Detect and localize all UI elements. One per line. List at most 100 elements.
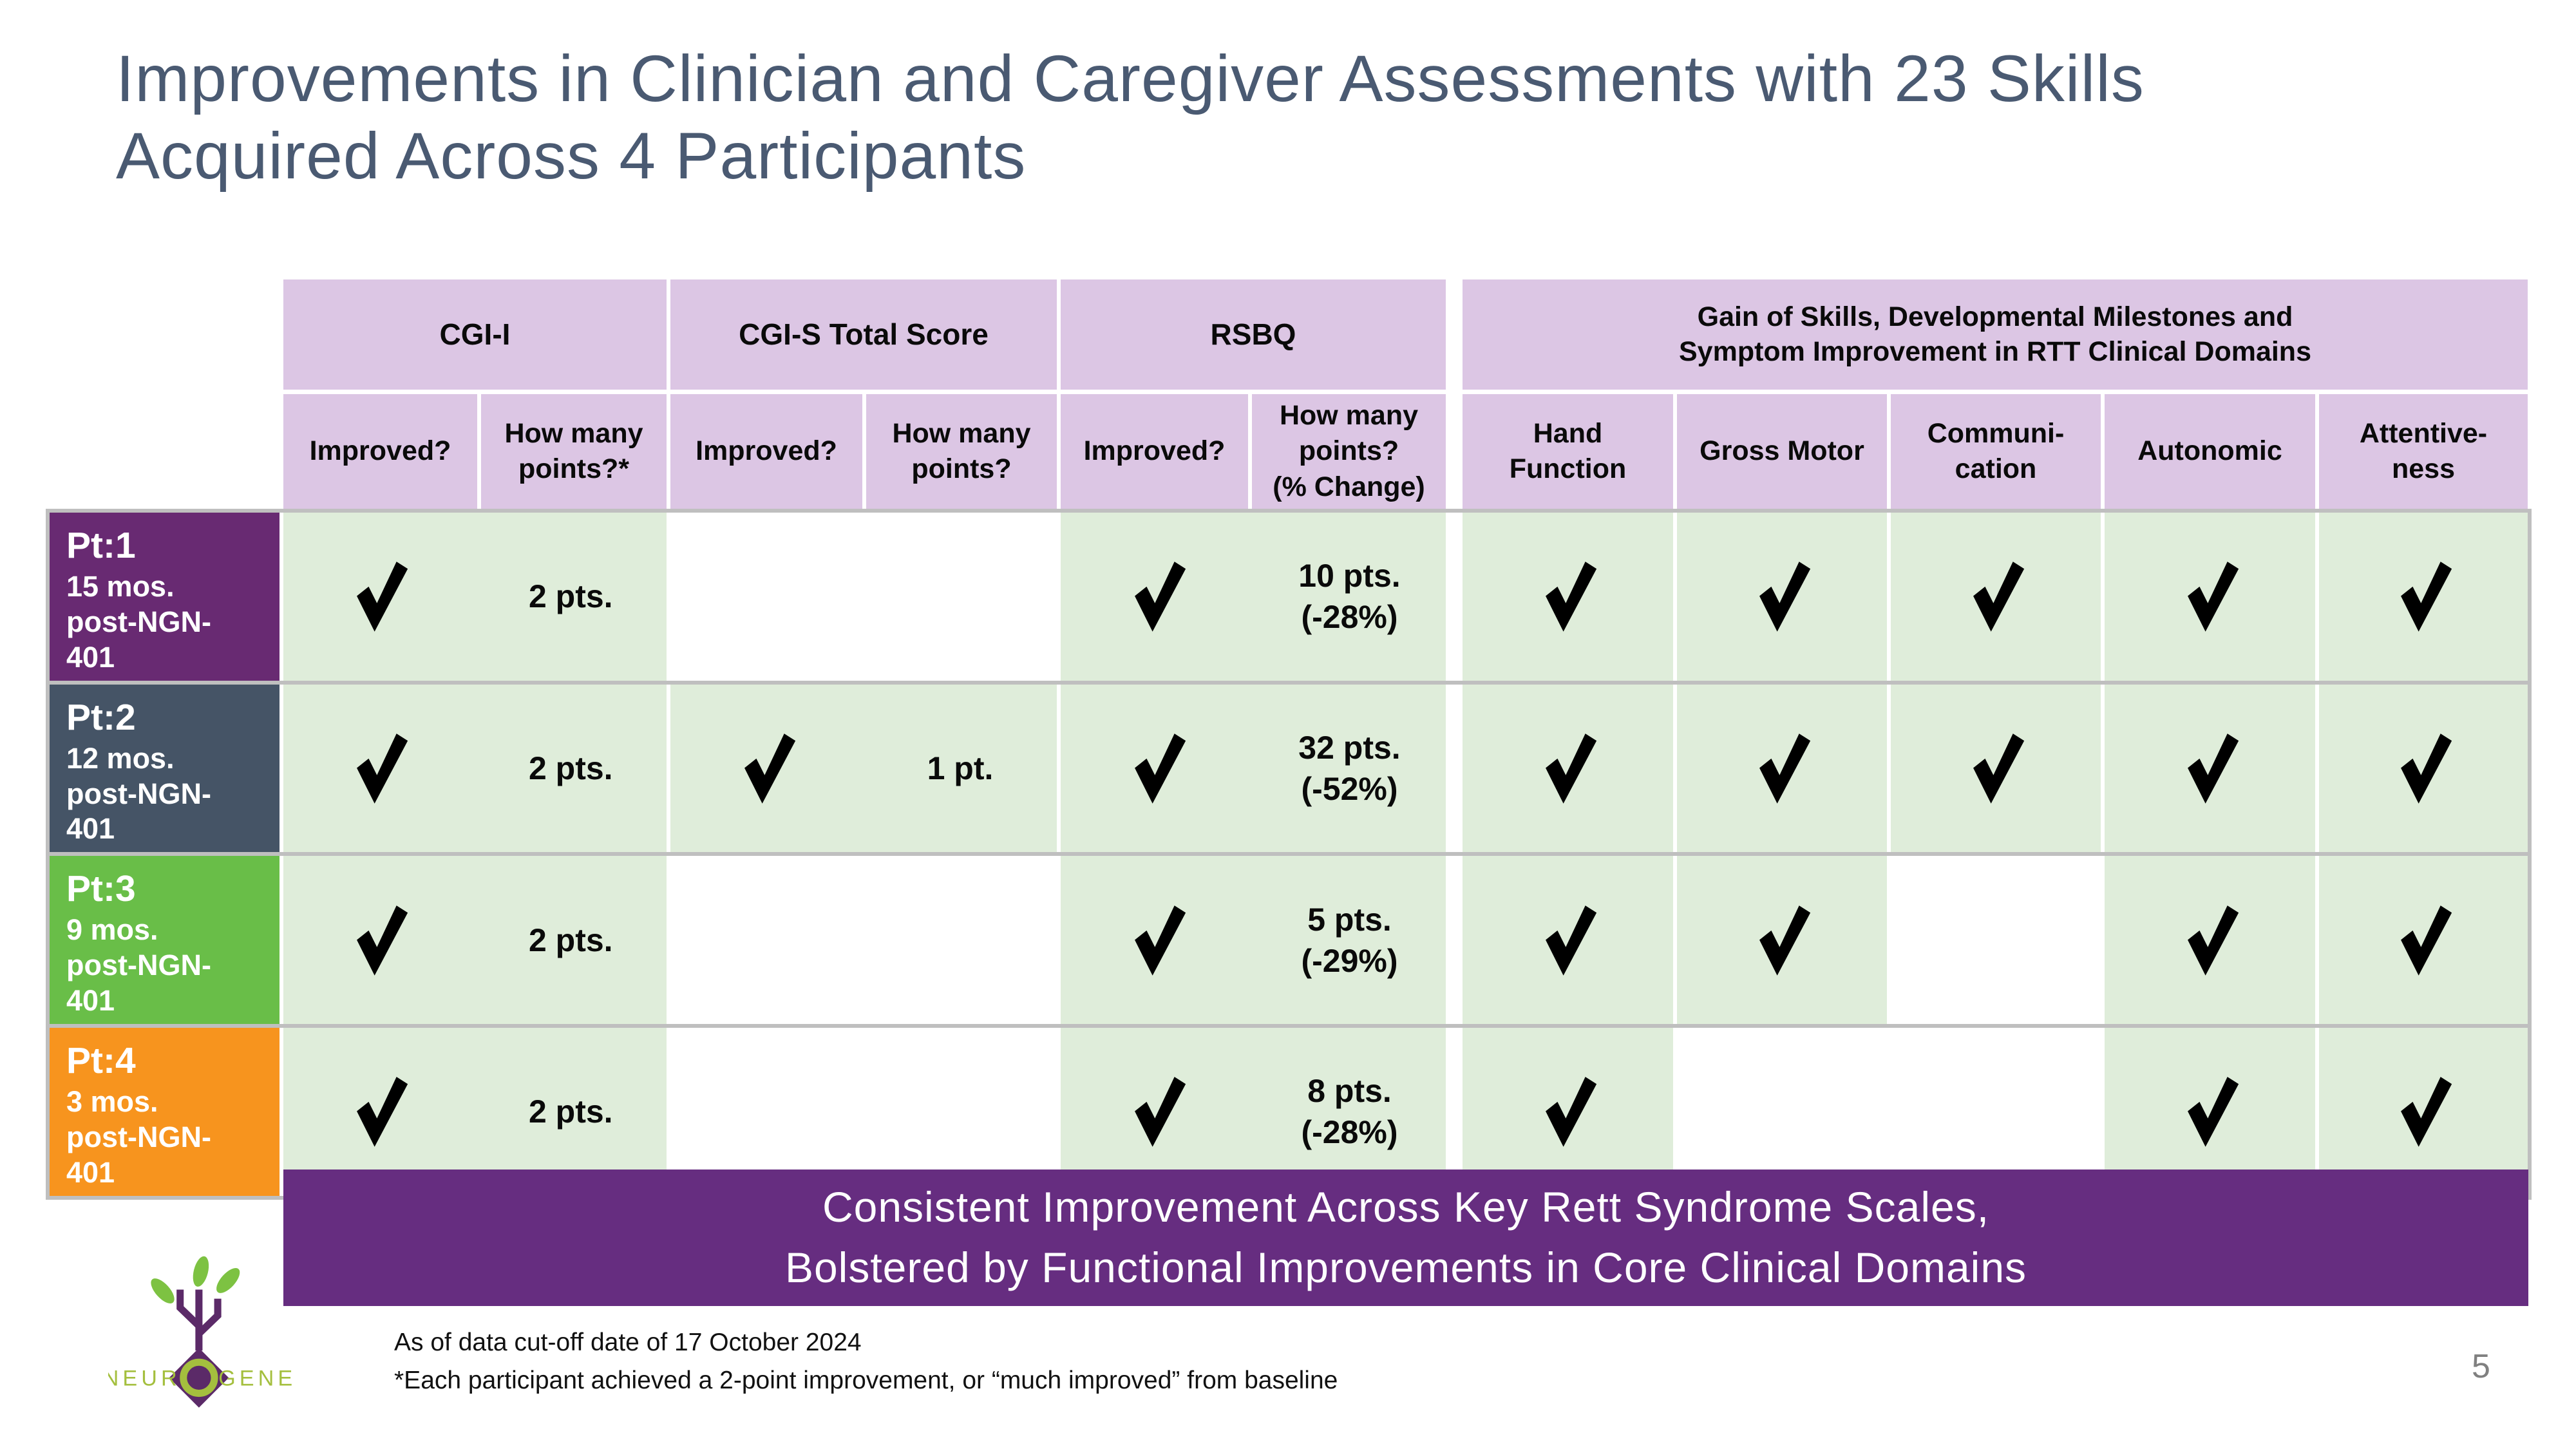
check-icon: [2181, 730, 2240, 806]
cell-pt4-rsbq: 8 pts. (-28%): [1061, 1028, 1446, 1196]
cell-pt2-gross-motor: [1677, 684, 1887, 853]
cell-pt1-cgi-s: [670, 513, 1057, 681]
check-icon: [350, 902, 409, 978]
leaf-icon: [151, 1278, 175, 1303]
cell-pt1-hand-function: [1463, 513, 1673, 681]
cell-pt3-cgi-s: [670, 856, 1057, 1025]
cell-pt3-rsbq: 5 pts. (-29%): [1061, 856, 1446, 1025]
col-header-attentiveness: Attentive- ness: [2319, 394, 2528, 509]
check-icon: [1128, 902, 1187, 978]
cell-pt2-autonomic: [2105, 684, 2315, 853]
patient-id: Pt:1: [66, 525, 136, 566]
check-icon: [1539, 902, 1598, 978]
check-icon: [350, 730, 409, 806]
rsbq-points-value: 10 pts. (-28%): [1298, 558, 1401, 636]
table-row: Pt:3 9 mos. post-NGN- 401 2 pts. 5 pts. …: [50, 856, 2528, 1028]
cell-pt3-gross-motor: [1677, 856, 1887, 1025]
col-header-autonomic: Autonomic: [2105, 394, 2315, 509]
cell-pt1-rsbq: 10 pts. (-28%): [1061, 513, 1446, 681]
group-header-cgi-i: CGI-I: [283, 279, 667, 390]
cell-pt2-hand-function: [1463, 684, 1673, 853]
leaf-icon: [193, 1256, 209, 1287]
group-header-cgi-s: CGI-S Total Score: [670, 279, 1057, 390]
patient-id: Pt:4: [66, 1040, 136, 1082]
cell-pt4-communication: [1891, 1028, 2101, 1196]
row-label-pt1: Pt:1 15 mos. post-NGN- 401: [50, 513, 279, 681]
col-header-cgi-i-points: How many points?*: [481, 394, 667, 509]
assessment-table: CGI-I CGI-S Total Score RSBQ Gain of Ski…: [46, 279, 2532, 1200]
check-icon: [1128, 558, 1187, 634]
logo-word-right: GENE: [218, 1366, 296, 1390]
cell-pt4-gross-motor: [1677, 1028, 1887, 1196]
col-header-gross-motor: Gross Motor: [1677, 394, 1887, 509]
neurogene-logo: NEUR GENE: [103, 1253, 309, 1423]
col-header-rsbq-improved: Improved?: [1061, 394, 1248, 509]
row-label-pt2: Pt:2 12 mos. post-NGN- 401: [50, 684, 279, 853]
neurogene-tree-icon: [151, 1256, 240, 1408]
table-group-header-row: CGI-I CGI-S Total Score RSBQ Gain of Ski…: [50, 279, 2528, 390]
check-icon: [1128, 1074, 1187, 1150]
cell-pt2-communication: [1891, 684, 2101, 853]
check-icon: [1966, 558, 2025, 634]
footnote-asterisk: *Each participant achieved a 2-point imp…: [394, 1366, 1338, 1394]
cell-pt3-hand-function: [1463, 856, 1673, 1025]
cell-pt3-cgi-i: 2 pts.: [283, 856, 667, 1025]
cell-pt2-cgi-s: 1 pt.: [670, 684, 1057, 853]
check-icon: [2181, 558, 2240, 634]
cell-pt2-cgi-i: 2 pts.: [283, 684, 667, 853]
group-header-gain-of-skills: Gain of Skills, Developmental Milestones…: [1463, 279, 2528, 390]
col-header-cgi-s-points: How many points?: [866, 394, 1057, 509]
table-sub-header-row: Improved? How many points?* Improved? Ho…: [50, 394, 2528, 509]
check-icon: [1966, 730, 2025, 806]
cgi-i-points-value: 2 pts.: [528, 578, 613, 615]
patient-timepoint: 12 mos. post-NGN- 401: [66, 741, 211, 846]
check-icon: [1539, 558, 1598, 634]
col-header-cgi-i-improved: Improved?: [283, 394, 477, 509]
cgi-s-points-value: 1 pt.: [927, 750, 994, 786]
check-icon: [350, 558, 409, 634]
row-label-pt4: Pt:4 3 mos. post-NGN- 401: [50, 1028, 279, 1196]
col-header-rsbq-points: How many points? (% Change): [1252, 394, 1446, 509]
page-title: Improvements in Clinician and Caregiver …: [116, 42, 2145, 193]
cell-pt1-communication: [1891, 513, 2101, 681]
page-number: 5: [2472, 1348, 2490, 1385]
check-icon: [2181, 1074, 2240, 1150]
rsbq-points-value: 32 pts. (-52%): [1298, 730, 1401, 807]
check-icon: [2181, 902, 2240, 978]
cell-pt4-autonomic: [2105, 1028, 2315, 1196]
cell-pt1-attentiveness: [2319, 513, 2528, 681]
check-icon: [1752, 558, 1812, 634]
cell-pt1-cgi-i: 2 pts.: [283, 513, 667, 681]
cell-pt1-autonomic: [2105, 513, 2315, 681]
patient-timepoint: 9 mos. post-NGN- 401: [66, 913, 211, 1018]
group-header-rsbq: RSBQ: [1061, 279, 1446, 390]
cell-pt3-communication: [1891, 856, 2101, 1025]
table-body: Pt:1 15 mos. post-NGN- 401 2 pts. 10 pts…: [46, 509, 2532, 1200]
logo-o-ring: [180, 1358, 218, 1397]
check-icon: [1128, 730, 1187, 806]
patient-id: Pt:3: [66, 868, 136, 910]
check-icon: [2394, 902, 2453, 978]
check-icon: [2394, 558, 2453, 634]
check-icon: [1539, 1074, 1598, 1150]
check-icon: [1539, 730, 1598, 806]
check-icon: [737, 730, 797, 806]
rsbq-points-value: 8 pts. (-28%): [1301, 1073, 1398, 1151]
logo-word-left: NEUR: [108, 1366, 181, 1390]
check-icon: [350, 1074, 409, 1150]
row-label-pt3: Pt:3 9 mos. post-NGN- 401: [50, 856, 279, 1025]
footnote-data-cutoff: As of data cut-off date of 17 October 20…: [394, 1329, 862, 1356]
col-header-hand-function: Hand Function: [1463, 394, 1673, 509]
cell-pt4-cgi-i: 2 pts.: [283, 1028, 667, 1196]
cgi-i-points-value: 2 pts.: [528, 922, 613, 958]
col-header-communication: Communi- cation: [1891, 394, 2101, 509]
cell-pt4-hand-function: [1463, 1028, 1673, 1196]
cell-pt3-attentiveness: [2319, 856, 2528, 1025]
patient-timepoint: 15 mos. post-NGN- 401: [66, 570, 211, 674]
check-icon: [1752, 730, 1812, 806]
cell-pt4-cgi-s: [670, 1028, 1057, 1196]
footnotes: As of data cut-off date of 17 October 20…: [394, 1324, 1338, 1399]
cell-pt1-gross-motor: [1677, 513, 1887, 681]
cgi-i-points-value: 2 pts.: [528, 1094, 613, 1130]
cell-pt4-attentiveness: [2319, 1028, 2528, 1196]
